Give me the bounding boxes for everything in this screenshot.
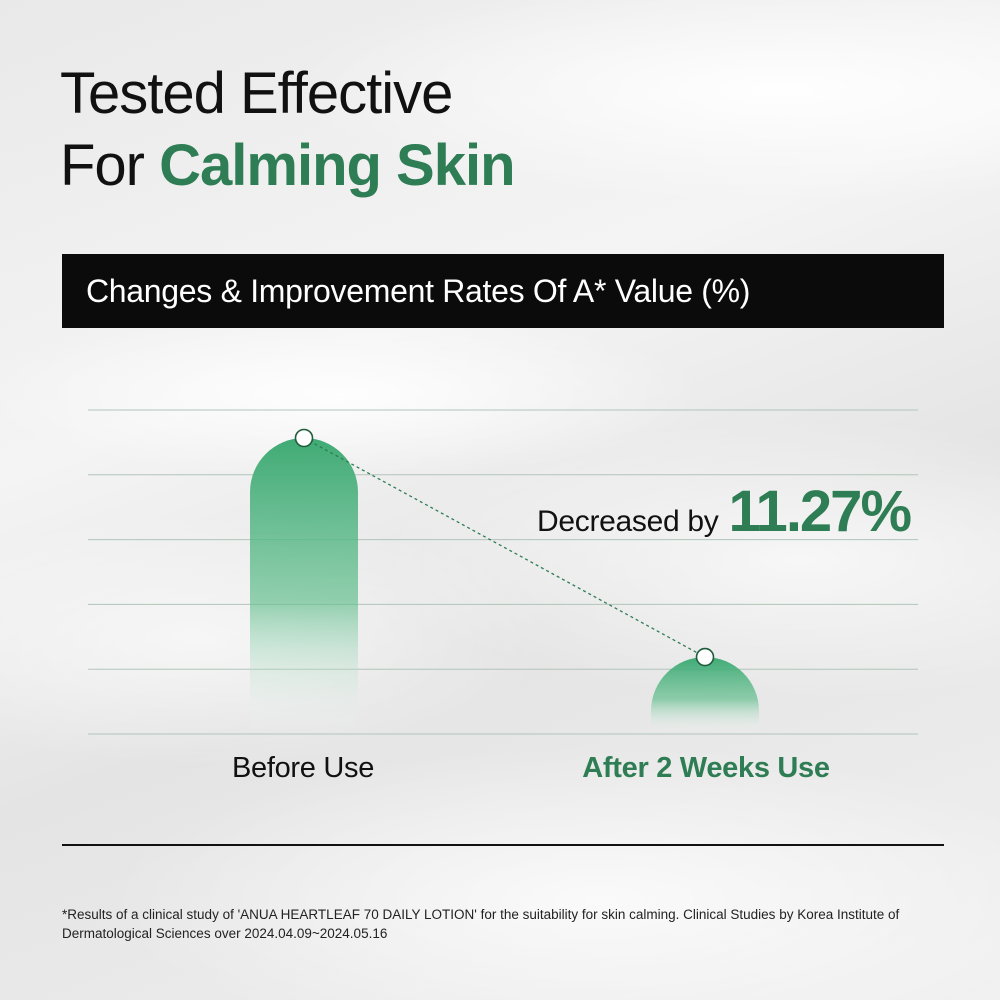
tick-label-before-use: Before Use xyxy=(231,752,375,784)
chart-title-banner: Changes & Improvement Rates Of A* Value … xyxy=(62,254,944,328)
decrease-callout: Decreased by 11.27% xyxy=(537,478,913,545)
page-title: Tested Effective For Calming Skin xyxy=(60,58,516,202)
chart-title: Changes & Improvement Rates Of A* Value … xyxy=(86,272,751,309)
callout-label: Decreased by xyxy=(537,505,719,538)
title-line-2-accent: Calming Skin xyxy=(159,133,515,198)
bar-before-use xyxy=(250,438,358,734)
point-marker-before-use xyxy=(294,428,314,448)
callout-value: 11.27% xyxy=(728,479,913,544)
bar-after-2-weeks xyxy=(651,657,759,734)
footnote: *Results of a clinical study of 'ANUA HE… xyxy=(62,907,900,941)
divider-line xyxy=(62,844,944,846)
point-marker-after-2-weeks xyxy=(695,647,715,667)
decrease-connector xyxy=(303,437,706,658)
title-line-1: Tested Effective xyxy=(60,61,453,126)
tick-label-after-2-weeks: After 2 Weeks Use xyxy=(582,752,830,784)
title-line-2-prefix: For xyxy=(60,133,160,198)
